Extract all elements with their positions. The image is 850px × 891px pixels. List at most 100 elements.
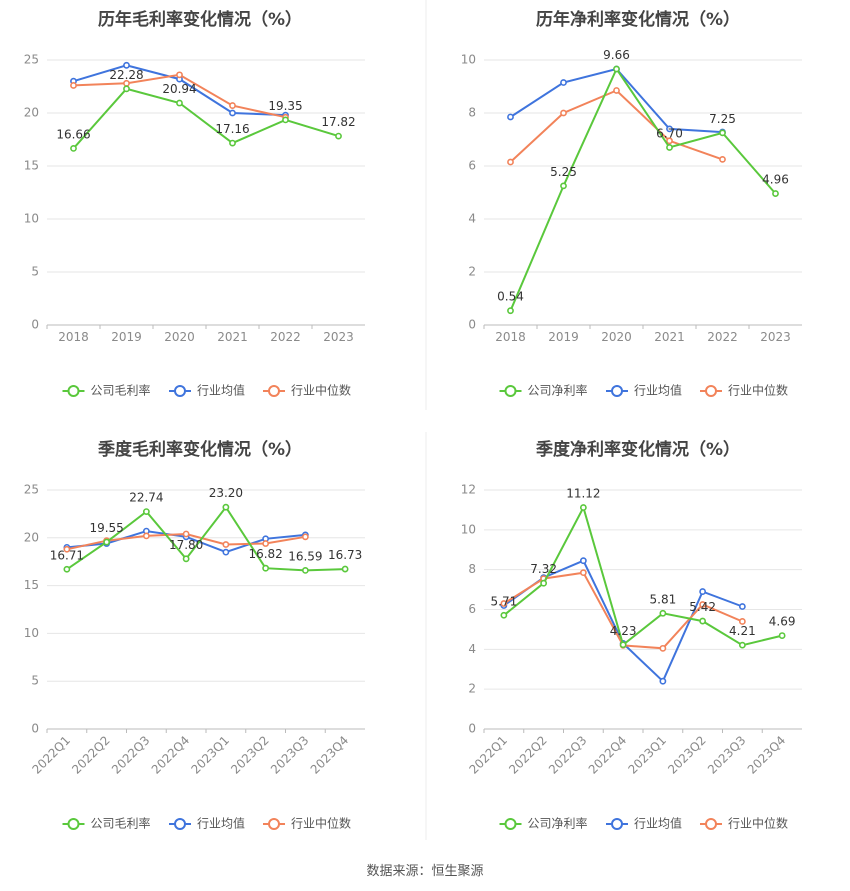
data-point[interactable] [63, 565, 71, 573]
data-point[interactable] [262, 540, 270, 547]
x-tick-label: 2021 [654, 330, 685, 344]
legend-item-1[interactable]: 公司净利率 [499, 816, 588, 831]
data-point[interactable] [719, 155, 726, 163]
data-point[interactable] [738, 618, 746, 625]
x-tick-label: 2023Q1 [188, 733, 232, 777]
data-point[interactable] [500, 611, 508, 619]
chart-panel-4: 季度净利率变化情况（%）0246810122022Q12022Q22022Q32… [461, 439, 802, 831]
data-point[interactable] [500, 600, 508, 607]
legend-item-1[interactable]: 公司毛利率 [62, 816, 151, 831]
legend-swatch-marker [268, 818, 280, 830]
data-point[interactable] [142, 508, 150, 516]
data-point[interactable] [335, 132, 342, 140]
data-point[interactable] [103, 538, 111, 546]
data-point[interactable] [560, 182, 567, 190]
data-point[interactable] [560, 79, 567, 86]
data-point[interactable] [301, 566, 309, 574]
data-label: 0.54 [497, 290, 524, 304]
data-point[interactable] [666, 137, 673, 145]
data-point[interactable] [659, 609, 667, 617]
data-point[interactable] [699, 588, 707, 595]
data-point[interactable] [176, 99, 183, 107]
legend-swatch-marker [611, 818, 623, 830]
data-label: 5.25 [550, 165, 577, 179]
legend-item-3[interactable]: 行业中位数 [700, 816, 788, 831]
x-tick-label: 2020 [601, 330, 632, 344]
data-point[interactable] [659, 644, 667, 652]
data-point[interactable] [613, 65, 620, 73]
data-point[interactable] [738, 603, 746, 610]
legend-item-2[interactable]: 行业均值 [606, 383, 682, 398]
data-point[interactable] [142, 532, 150, 540]
data-point[interactable] [229, 109, 236, 117]
legend-item-3[interactable]: 行业中位数 [263, 383, 351, 398]
data-point[interactable] [772, 190, 779, 197]
data-point[interactable] [229, 139, 236, 147]
data-point[interactable] [301, 533, 309, 541]
data-point[interactable] [507, 307, 514, 315]
series-line-1 [66, 505, 346, 572]
data-point[interactable] [507, 113, 514, 121]
legend-swatch-marker [705, 818, 717, 830]
data-point[interactable] [666, 125, 673, 133]
legend-item-2[interactable]: 行业均值 [169, 816, 245, 831]
data-label: 17.80 [169, 538, 203, 552]
data-point[interactable] [182, 555, 190, 563]
x-tick-label: 2023Q2 [228, 733, 272, 777]
y-tick-label: 10 [461, 522, 476, 536]
data-point[interactable] [182, 530, 190, 538]
data-point[interactable] [666, 144, 673, 151]
data-point[interactable] [507, 158, 514, 166]
data-point[interactable] [70, 82, 77, 89]
series-line-2 [503, 559, 743, 683]
x-tick-label: 2022Q2 [69, 733, 113, 777]
data-point[interactable] [341, 565, 349, 573]
data-label: 9.66 [603, 48, 630, 62]
legend-item-2[interactable]: 行业均值 [606, 816, 682, 831]
legend-item-2[interactable]: 行业均值 [169, 383, 245, 398]
x-tick-label: 2020 [164, 330, 195, 344]
data-point[interactable] [63, 545, 71, 553]
data-label: 17.16 [215, 122, 249, 136]
x-tick-label: 2023Q1 [625, 733, 669, 777]
data-point[interactable] [282, 116, 289, 124]
data-point[interactable] [579, 504, 587, 511]
y-tick-label: 0 [468, 318, 476, 332]
data-point[interactable] [222, 548, 230, 556]
data-point[interactable] [229, 102, 236, 109]
data-point[interactable] [540, 579, 548, 587]
data-point[interactable] [699, 601, 707, 608]
data-point[interactable] [123, 61, 130, 69]
legend-item-1[interactable]: 公司净利率 [499, 383, 588, 398]
chart-title: 历年毛利率变化情况（%） [98, 9, 302, 30]
data-point[interactable] [176, 71, 183, 79]
data-label: 19.35 [268, 99, 302, 113]
data-point[interactable] [719, 129, 726, 137]
data-point[interactable] [579, 569, 587, 577]
data-point[interactable] [619, 641, 627, 649]
data-point[interactable] [560, 109, 567, 117]
x-tick-label: 2023 [760, 330, 791, 344]
data-point[interactable] [613, 87, 620, 94]
data-point[interactable] [70, 145, 77, 152]
chart-panel-3: 季度毛利率变化情况（%） 0 5 10 15 20 25 2022Q12022Q22022Q3… [24, 439, 365, 831]
legend-item-1[interactable]: 公司毛利率 [62, 383, 151, 398]
data-point[interactable] [222, 503, 230, 511]
chart-title: 历年净利率变化情况（%） [536, 9, 740, 30]
data-point[interactable] [778, 632, 786, 639]
y-tick-label: 0 [468, 722, 476, 736]
data-point[interactable] [262, 564, 270, 572]
data-point[interactable] [699, 617, 707, 625]
data-point[interactable] [579, 557, 587, 565]
legend-item-3[interactable]: 行业中位数 [700, 383, 788, 398]
data-point[interactable] [738, 641, 746, 649]
x-tick-label: 2023Q3 [268, 733, 312, 777]
data-point[interactable] [222, 541, 230, 548]
x-tick-label: 2022 [270, 330, 301, 344]
data-point[interactable] [659, 677, 667, 685]
legend-item-3[interactable]: 行业中位数 [263, 816, 351, 831]
legend-swatch-marker [174, 385, 186, 397]
data-point[interactable] [123, 85, 130, 93]
x-tick-label: 2023Q4 [308, 733, 352, 777]
legend: 公司毛利率 行业均值 行业中位数 [62, 383, 351, 398]
